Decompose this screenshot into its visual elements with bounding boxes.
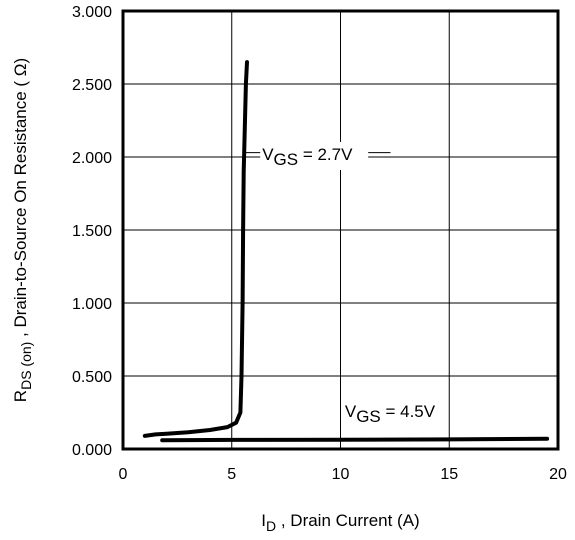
- series-line-1: [142, 60, 249, 438]
- x-tick-label: 20: [549, 466, 567, 483]
- x-tick-label: 15: [440, 466, 458, 483]
- y-axis-title-sub: DS (on): [18, 342, 34, 390]
- y-tick-label: 3.000: [72, 4, 112, 21]
- annotation-main: V: [262, 145, 274, 164]
- y-axis-title-main: R: [11, 390, 30, 402]
- y-axis-title-rest: , Drain-to-Source On Resistance ( Ω): [11, 58, 30, 342]
- x-axis-title-sub: D: [266, 518, 276, 534]
- y-tick-labels: 0.000 0.500 1.000 1.500 2.000 2.500 3.000: [72, 4, 112, 459]
- x-tick-label: 5: [227, 466, 236, 483]
- y-tick-label: 1.000: [72, 296, 112, 313]
- series-line-2: [160, 436, 550, 443]
- annotation-sub: GS: [356, 407, 381, 426]
- x-axis-title-rest: , Drain Current (A): [276, 511, 420, 530]
- series-layer: [142, 60, 550, 443]
- y-tick-label: 2.000: [72, 150, 112, 167]
- y-tick-label: 0.000: [72, 442, 112, 459]
- plot-frame: [121, 9, 560, 451]
- y-tick-label: 0.500: [72, 369, 112, 386]
- annotation-label-1: VGS = 2.7V: [262, 145, 353, 169]
- annotation-label-background: [260, 141, 369, 170]
- y-tick-label: 2.500: [72, 77, 112, 94]
- x-axis-title: ID , Drain Current (A): [261, 511, 419, 534]
- annotation-label-2: VGS = 4.5V: [345, 402, 436, 426]
- annotation-main: V: [345, 402, 357, 421]
- y-tick-label: 1.500: [72, 223, 112, 240]
- annotation-sub: GS: [274, 150, 299, 169]
- annotation-rest: = 2.7V: [298, 145, 353, 164]
- grid: [122, 10, 559, 450]
- annotation-rest: = 4.5V: [381, 402, 436, 421]
- x-axis-title-main: I: [261, 511, 266, 530]
- y-axis-title: RDS (on) , Drain-to-Source On Resistance…: [11, 58, 34, 402]
- x-tick-label: 10: [332, 466, 350, 483]
- x-tick-labels: 0 5 10 15 20: [119, 466, 567, 483]
- x-tick-label: 0: [119, 466, 128, 483]
